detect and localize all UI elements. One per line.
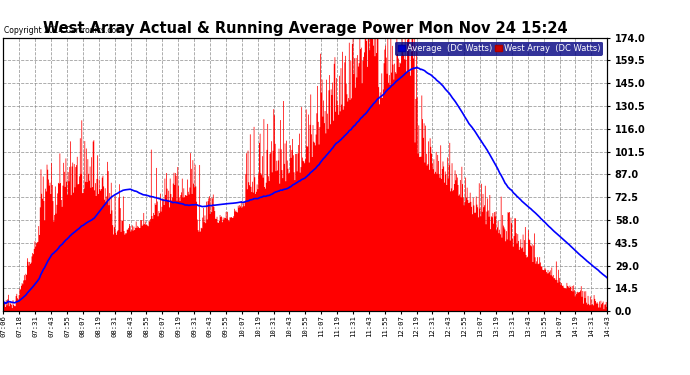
Legend: Average  (DC Watts), West Array  (DC Watts): Average (DC Watts), West Array (DC Watts… bbox=[395, 42, 603, 56]
Text: Copyright 2014 Cartronics.com: Copyright 2014 Cartronics.com bbox=[4, 26, 124, 35]
Title: West Array Actual & Running Average Power Mon Nov 24 15:24: West Array Actual & Running Average Powe… bbox=[43, 21, 568, 36]
